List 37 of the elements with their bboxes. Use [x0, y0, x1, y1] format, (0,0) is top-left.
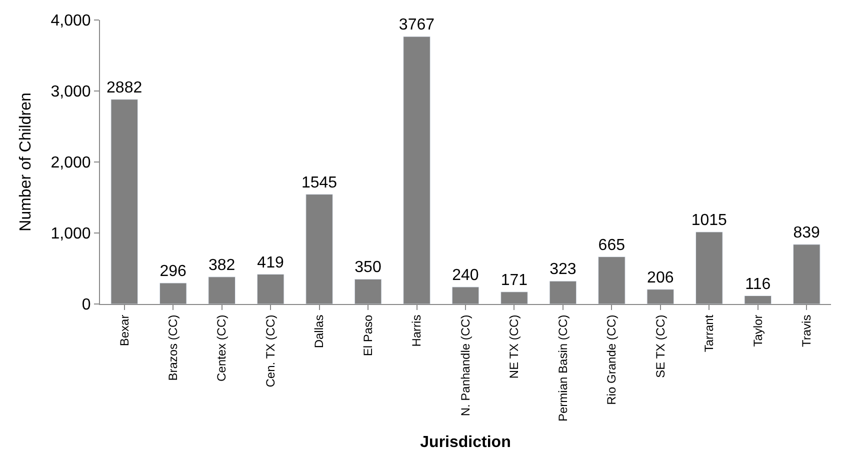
data-label: 296: [160, 262, 186, 280]
x-axis-title: Jurisdiction: [420, 434, 511, 452]
y-tick-label: 4,000: [50, 12, 91, 30]
y-tick-label: 2,000: [50, 154, 91, 172]
x-tick-label: Rio Grande (CC): [604, 314, 619, 405]
x-tick-label: Cen. TX (CC): [263, 314, 278, 388]
x-tick-label: Dallas: [312, 314, 326, 348]
y-axis-title: Number of Children: [18, 92, 35, 232]
data-label: 1545: [301, 174, 338, 192]
data-label: 116: [745, 276, 771, 293]
x-tick-label: Bexar: [117, 314, 132, 346]
x-tick-label: Harris: [410, 314, 424, 347]
data-label: 1015: [691, 212, 728, 229]
data-label: 665: [598, 236, 626, 254]
data-label: 350: [354, 259, 382, 276]
x-tick-label: SE TX (CC): [653, 314, 668, 378]
data-label: 240: [452, 266, 479, 284]
x-tick-label: Travis: [800, 314, 814, 348]
data-label: 839: [793, 224, 820, 242]
y-tick-label: 3,000: [50, 84, 91, 101]
data-label: 323: [550, 261, 576, 278]
data-label: 382: [208, 256, 236, 274]
data-label: 419: [257, 254, 284, 272]
x-tick-label: Permian Basin (CC): [556, 314, 570, 422]
data-label: 206: [647, 269, 674, 286]
x-tick-label: Centex (CC): [214, 314, 229, 382]
x-tick-label: NE TX (CC): [507, 314, 522, 379]
y-tick-label: 1,000: [50, 226, 91, 243]
data-label: 3767: [398, 16, 435, 34]
data-label: 2882: [106, 79, 142, 96]
x-tick-label: El Paso: [360, 314, 375, 356]
x-tick-label: Taylor: [750, 314, 765, 347]
data-label: 171: [500, 272, 528, 289]
y-tick-label: 0: [82, 296, 91, 314]
x-tick-label: N. Panhandle (CC): [458, 314, 472, 416]
x-tick-label: Brazos (CC): [166, 314, 180, 381]
x-tick-label: Tarrant: [702, 314, 716, 352]
